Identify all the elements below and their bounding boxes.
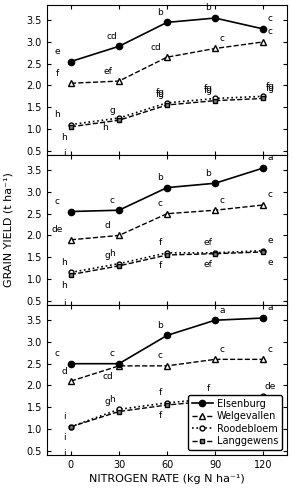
Text: f: f (159, 388, 162, 398)
Text: c: c (268, 190, 272, 200)
Text: c: c (268, 14, 272, 24)
Elsenburg (117, 360, 121, 366)
Text: c: c (268, 345, 272, 354)
Text: b: b (157, 173, 163, 182)
Legend: Elsenburg, Welgevallen, Roodebloem, Langgewens: Elsenburg, Welgevallen, Roodebloem, Lang… (188, 395, 282, 450)
Text: c: c (219, 34, 224, 43)
Text: d: d (267, 405, 273, 414)
Langgewens (69, 424, 73, 430)
Text: c: c (219, 345, 224, 354)
Text: ef: ef (204, 238, 212, 248)
Text: fg: fg (204, 86, 213, 95)
Text: i: i (63, 299, 65, 308)
Langgewens (213, 398, 217, 404)
Text: h: h (61, 258, 67, 267)
Text: de: de (51, 225, 63, 234)
Text: c: c (110, 196, 115, 204)
Text: f: f (159, 412, 162, 420)
Text: i: i (63, 149, 65, 158)
Text: c: c (54, 349, 59, 358)
Text: f: f (159, 262, 162, 270)
Langgewens (165, 402, 169, 408)
Text: d: d (105, 221, 111, 230)
Text: i: i (63, 433, 65, 442)
Text: c: c (54, 197, 59, 206)
Welgevallen (261, 356, 265, 362)
Text: g: g (109, 106, 115, 114)
Elsenburg (165, 332, 169, 338)
Text: fg: fg (265, 82, 275, 90)
Welgevallen (69, 378, 73, 384)
Text: h: h (61, 281, 67, 290)
Line: Langgewens: Langgewens (69, 396, 265, 429)
Text: e: e (267, 236, 273, 245)
Text: c: c (158, 352, 163, 360)
Langgewens (261, 396, 265, 402)
Text: c: c (219, 196, 224, 204)
Text: a: a (219, 306, 225, 314)
Line: Welgevallen: Welgevallen (68, 356, 266, 384)
Text: c: c (158, 199, 163, 208)
Text: d: d (61, 366, 67, 376)
Text: de: de (264, 382, 276, 390)
Text: b: b (157, 8, 163, 17)
X-axis label: NITROGEN RATE (kg N ha⁻¹): NITROGEN RATE (kg N ha⁻¹) (89, 474, 245, 484)
Text: h: h (61, 133, 67, 142)
Text: cd: cd (103, 372, 113, 381)
Welgevallen (165, 363, 169, 369)
Text: c: c (110, 349, 115, 358)
Text: fg: fg (204, 84, 213, 93)
Text: GRAIN YIELD (t ha⁻¹): GRAIN YIELD (t ha⁻¹) (4, 172, 14, 288)
Elsenburg (69, 360, 73, 366)
Roodebloem (165, 400, 169, 406)
Text: i: i (63, 412, 65, 421)
Text: f: f (207, 384, 210, 393)
Text: h: h (109, 395, 115, 404)
Roodebloem (213, 396, 217, 402)
Text: fg: fg (156, 90, 165, 100)
Text: cd: cd (151, 42, 161, 51)
Text: g: g (105, 252, 111, 260)
Elsenburg (261, 315, 265, 321)
Text: b: b (205, 4, 211, 13)
Line: Elsenburg: Elsenburg (68, 315, 266, 367)
Text: fd: fd (204, 407, 213, 416)
Langgewens (117, 408, 121, 414)
Text: cd: cd (107, 32, 117, 40)
Text: c: c (268, 28, 272, 36)
Welgevallen (117, 363, 121, 369)
Text: b: b (157, 321, 163, 330)
Text: f: f (55, 68, 59, 78)
Text: f: f (159, 238, 162, 248)
Text: h: h (109, 249, 115, 258)
Line: Roodebloem: Roodebloem (69, 394, 265, 429)
Roodebloem (117, 406, 121, 412)
Text: ef: ef (103, 66, 112, 76)
Text: h: h (54, 110, 60, 119)
Text: fg: fg (265, 84, 275, 93)
Elsenburg (213, 317, 217, 323)
Welgevallen (213, 356, 217, 362)
Text: h: h (102, 123, 108, 132)
Text: ef: ef (204, 260, 212, 269)
Text: fg: fg (156, 88, 165, 98)
Text: e: e (54, 47, 60, 56)
Text: g: g (105, 397, 111, 406)
Text: e: e (267, 258, 273, 267)
Text: b: b (205, 168, 211, 177)
Text: a: a (267, 154, 273, 162)
Text: a: a (267, 304, 273, 312)
Text: i: i (63, 449, 65, 458)
Roodebloem (261, 394, 265, 400)
Roodebloem (69, 424, 73, 430)
